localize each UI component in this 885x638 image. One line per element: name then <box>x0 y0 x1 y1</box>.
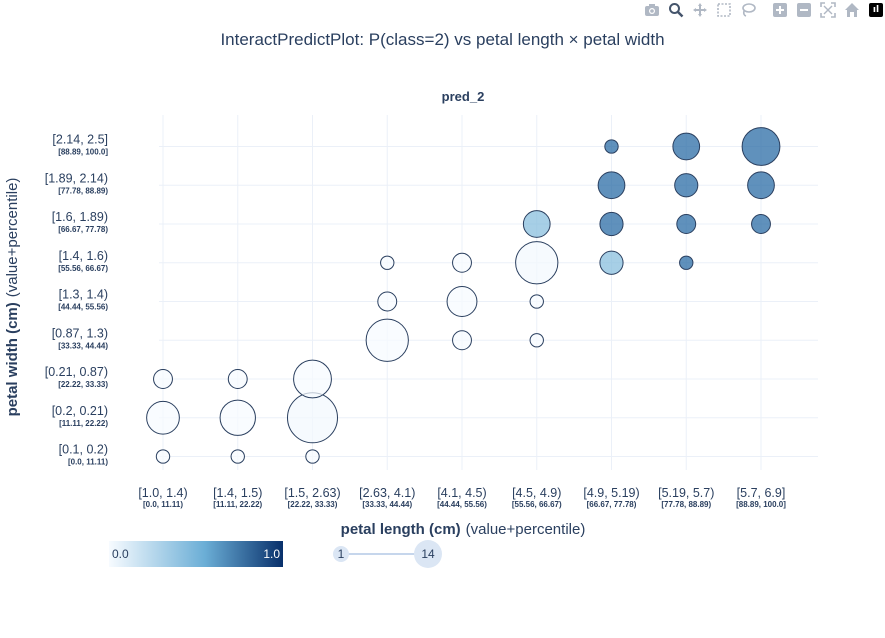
x-tick-percentile: [77.78, 88.89) <box>661 500 711 509</box>
markers <box>146 127 781 464</box>
prediction-marker[interactable] <box>674 173 699 198</box>
y-tick-label: [0.2, 0.21) <box>52 404 108 418</box>
y-tick-percentile: [88.89, 100.0] <box>58 148 108 157</box>
y-tick-label: [1.3, 1.4) <box>59 288 108 302</box>
x-tick-percentile: [88.89, 100.0] <box>736 500 786 509</box>
y-tick-labels: [0.1, 0.2)[0.0, 11.11) [0.2, 0.21)[11.11,… <box>45 133 109 467</box>
prediction-marker[interactable] <box>293 359 332 399</box>
prediction-marker[interactable] <box>529 294 544 309</box>
y-tick-percentile: [11.11, 22.22) <box>59 419 108 428</box>
prediction-marker[interactable] <box>676 214 697 234</box>
prediction-marker[interactable] <box>452 330 472 351</box>
y-axis-title: petal width (cm) (value+percentile) <box>4 178 21 417</box>
prediction-marker[interactable] <box>599 211 624 237</box>
y-tick-percentile: [22.22, 33.33) <box>58 380 108 389</box>
x-tick-percentile: [33.33, 44.44) <box>362 500 412 509</box>
color-scale-max-label: 1.0 <box>263 547 280 561</box>
lasso-icon[interactable] <box>737 1 759 19</box>
x-tick-percentile: [22.22, 33.33) <box>288 500 338 509</box>
prediction-marker[interactable] <box>305 449 320 464</box>
prediction-marker[interactable] <box>529 333 544 348</box>
x-tick-label: [4.5, 4.9) <box>512 486 561 500</box>
prediction-marker[interactable] <box>597 171 626 200</box>
prediction-marker[interactable] <box>741 127 781 166</box>
prediction-marker[interactable] <box>522 210 551 238</box>
autoscale-icon[interactable] <box>817 1 839 19</box>
size-legend: 1 14 <box>333 540 442 568</box>
x-tick-percentile: [66.67, 77.78) <box>587 500 637 509</box>
modebar: ıl <box>641 0 885 20</box>
y-axis-title-bold: petal width (cm) <box>4 302 21 416</box>
prediction-marker[interactable] <box>219 399 256 436</box>
prediction-marker[interactable] <box>452 252 472 273</box>
prediction-marker[interactable] <box>751 214 771 234</box>
y-tick-percentile: [77.78, 88.89) <box>58 186 108 195</box>
y-tick-percentile: [66.67, 77.78) <box>58 225 108 234</box>
size-legend-max-label: 14 <box>421 547 435 561</box>
color-scale-min-label: 0.0 <box>112 547 129 561</box>
prediction-marker[interactable] <box>365 318 409 362</box>
y-tick-percentile: [33.33, 44.44) <box>58 341 108 350</box>
prediction-marker[interactable] <box>599 250 624 275</box>
y-tick-label: [2.14, 2.5] <box>52 133 108 147</box>
prediction-marker[interactable] <box>604 139 619 154</box>
x-tick-label: [1.5, 2.63) <box>284 486 340 500</box>
x-tick-labels: [1.0, 1.4)[0.0, 11.11) [1.4, 1.5)[11.11, … <box>138 486 786 509</box>
y-tick-percentile: [0.0, 11.11) <box>68 458 108 467</box>
prediction-marker[interactable] <box>446 286 478 317</box>
prediction-marker[interactable] <box>227 369 248 389</box>
x-tick-label: [5.7, 6.9] <box>737 486 786 500</box>
x-tick-label: [1.0, 1.4) <box>138 486 187 500</box>
prediction-marker[interactable] <box>230 449 245 464</box>
zoom-in-icon[interactable] <box>769 1 791 19</box>
camera-icon[interactable] <box>641 1 663 19</box>
x-tick-percentile: [55.56, 66.67) <box>512 500 562 509</box>
subplot-title: pred_2 <box>442 89 485 104</box>
y-tick-label: [0.1, 0.2) <box>59 443 108 457</box>
size-legend-min-label: 1 <box>338 547 345 561</box>
prediction-marker[interactable] <box>146 400 180 435</box>
x-tick-label: [2.63, 4.1) <box>359 486 415 500</box>
zoom-icon[interactable] <box>665 1 687 19</box>
x-tick-label: [1.4, 1.5) <box>213 486 262 500</box>
zoom-out-icon[interactable] <box>793 1 815 19</box>
reset-axes-icon[interactable] <box>841 1 863 19</box>
gridlines <box>159 115 818 470</box>
x-tick-label: [4.1, 4.5) <box>437 486 486 500</box>
prediction-marker[interactable] <box>287 392 338 444</box>
prediction-marker[interactable] <box>747 171 775 200</box>
y-tick-percentile: [55.56, 66.67) <box>58 264 108 273</box>
y-tick-percentile: [44.44, 55.56) <box>58 303 108 312</box>
size-legend-min-marker <box>333 546 349 562</box>
y-tick-label: [0.21, 0.87) <box>45 365 108 379</box>
prediction-marker[interactable] <box>672 132 701 161</box>
y-tick-label: [1.6, 1.89) <box>52 210 108 224</box>
x-tick-percentile: [44.44, 55.56) <box>437 500 487 509</box>
prediction-marker[interactable] <box>153 369 173 389</box>
pan-icon[interactable] <box>689 1 711 19</box>
prediction-marker[interactable] <box>377 291 398 312</box>
y-tick-label: [0.87, 1.3) <box>52 326 108 340</box>
x-tick-label: [5.19, 5.7) <box>658 486 714 500</box>
x-tick-percentile: [0.0, 11.11) <box>143 500 183 509</box>
plotly-logo-icon[interactable]: ıl <box>869 3 883 17</box>
y-axis-title-rest: (value+percentile) <box>4 178 21 298</box>
x-axis-title-rest: (value+percentile) <box>466 521 586 538</box>
y-tick-label: [1.89, 2.14) <box>45 171 108 185</box>
color-scale-bar <box>109 541 283 567</box>
color-legend: 0.0 1.0 <box>109 541 283 567</box>
prediction-marker[interactable] <box>380 255 395 270</box>
x-axis-title-bold: petal length (cm) <box>341 521 461 538</box>
prediction-marker[interactable] <box>155 449 171 464</box>
prediction-marker[interactable] <box>679 255 694 270</box>
box-select-icon[interactable] <box>713 1 735 19</box>
y-tick-label: [1.4, 1.6) <box>59 249 108 263</box>
x-tick-label: [4.9, 5.19) <box>583 486 639 500</box>
x-tick-percentile: [11.11, 22.22) <box>213 500 262 509</box>
prediction-marker[interactable] <box>515 241 559 285</box>
size-legend-max-marker <box>414 540 442 568</box>
x-axis-title: petal length (cm) (value+percentile) <box>341 521 586 538</box>
chart-title: InteractPredictPlot: P(class=2) vs petal… <box>220 30 665 49</box>
